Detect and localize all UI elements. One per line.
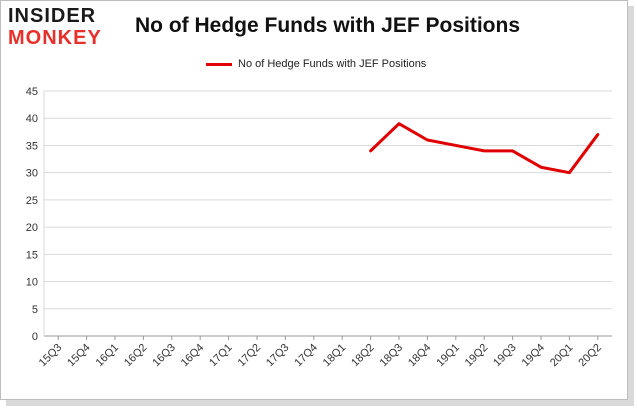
y-tick-label: 20 <box>26 222 38 234</box>
y-tick-label: 5 <box>32 304 38 316</box>
chart-title: No of Hedge Funds with JEF Positions <box>135 14 521 37</box>
x-tick-label: 16Q4 <box>179 342 207 370</box>
chart-legend: No of Hedge Funds with JEF Positions <box>206 56 426 72</box>
x-tick-label: 20Q1 <box>548 342 576 370</box>
x-tick-label: 16Q1 <box>94 342 122 370</box>
insider-monkey-logo: INSIDER MONKEY <box>8 6 120 48</box>
x-tick-label: 17Q4 <box>292 342 320 370</box>
x-tick-label: 16Q2 <box>122 342 150 370</box>
legend-swatch <box>206 62 232 66</box>
x-tick-label: 15Q3 <box>37 342 65 370</box>
x-tick-label: 19Q2 <box>463 342 491 370</box>
x-tick-label: 15Q4 <box>65 342 93 370</box>
y-tick-label: 30 <box>26 168 38 180</box>
y-tick-label: 25 <box>26 195 38 207</box>
legend-label: No of Hedge Funds with JEF Positions <box>238 58 427 70</box>
x-tick-label: 19Q4 <box>520 342 548 370</box>
y-tick-label: 0 <box>32 331 38 343</box>
x-tick-label: 17Q3 <box>264 342 292 370</box>
x-tick-label: 19Q1 <box>434 342 462 370</box>
y-tick-label: 40 <box>26 113 38 125</box>
x-tick-label: 17Q1 <box>207 342 235 370</box>
x-tick-label: 18Q2 <box>349 342 377 370</box>
x-tick-label: 17Q2 <box>236 342 264 370</box>
x-tick-label: 18Q4 <box>406 342 434 370</box>
x-tick-label: 19Q3 <box>491 342 519 370</box>
y-tick-label: 15 <box>26 249 38 261</box>
series-line <box>369 122 600 175</box>
logo-line1: INSIDER <box>8 5 97 27</box>
y-tick-label: 10 <box>26 277 38 289</box>
x-tick-label: 20Q2 <box>576 342 604 370</box>
x-tick-label: 16Q3 <box>150 342 178 370</box>
y-tick-label: 35 <box>26 140 38 152</box>
x-tick-label: 18Q1 <box>321 342 349 370</box>
x-tick-label: 18Q3 <box>378 342 406 370</box>
logo-line2: MONKEY <box>8 27 102 49</box>
y-tick-label: 45 <box>26 86 38 98</box>
